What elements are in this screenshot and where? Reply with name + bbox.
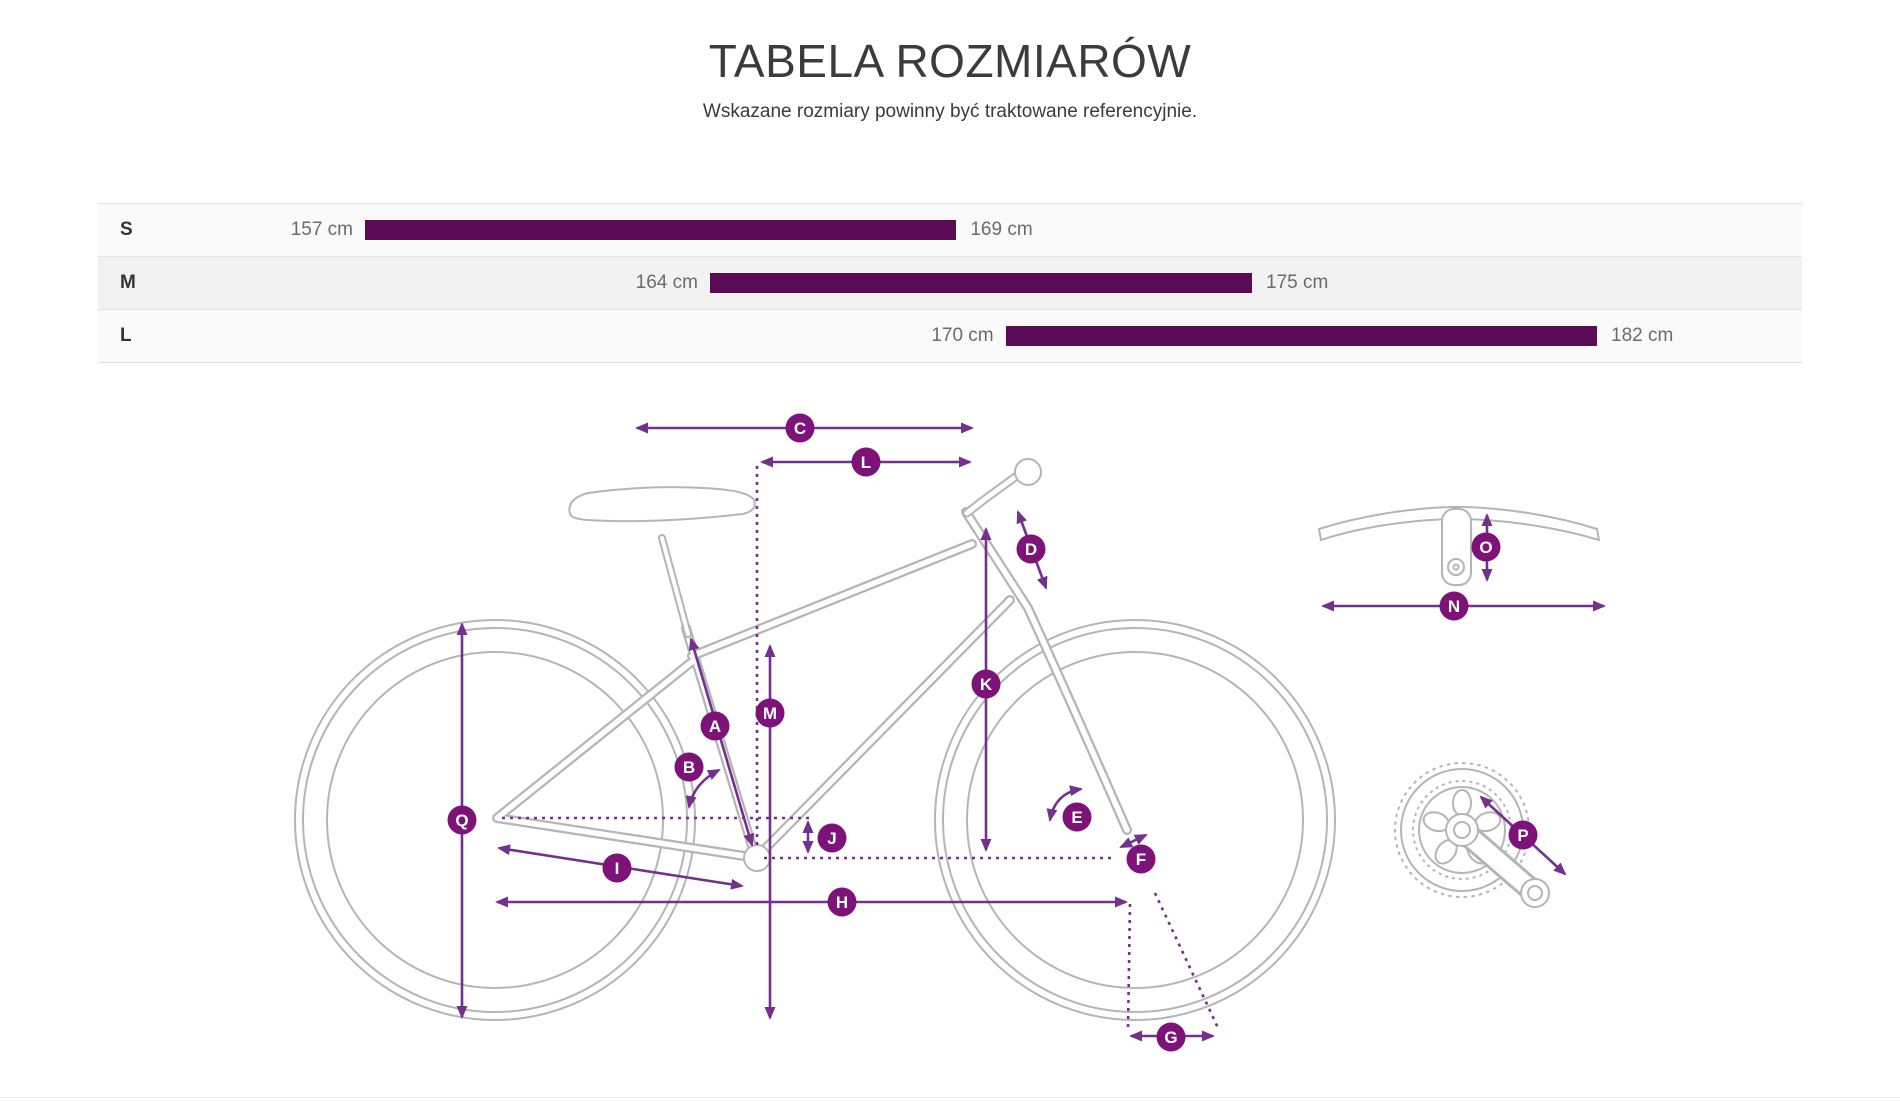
dim-badge-A: A: [700, 711, 730, 741]
size-m-range-bar: [709, 273, 1253, 293]
size-label-m: M: [120, 272, 136, 293]
svg-text:K: K: [980, 675, 993, 694]
svg-text:N: N: [1448, 597, 1460, 616]
dim-badge-Q: Q: [447, 805, 477, 835]
dim-badge-K: K: [971, 669, 1001, 699]
size-row-m: M 164 cm 175 cm: [98, 257, 1802, 310]
rear-wheel: [294, 619, 696, 1021]
dim-badge-M: M: [755, 698, 785, 728]
size-l-range-bar: [1005, 326, 1597, 346]
size-l-max-value: 182 cm: [1611, 325, 1674, 346]
dimension-badges: A B C D E F G H I J K L M N O P Q: [447, 413, 1538, 1052]
size-label-l: L: [120, 325, 132, 346]
handlebar-shape: [1318, 506, 1600, 541]
dim-badge-C: C: [785, 413, 815, 443]
size-l-min-value: 170 cm: [931, 325, 994, 346]
svg-text:G: G: [1164, 1028, 1177, 1047]
page-subtitle: Wskazane rozmiary powinny być traktowane…: [702, 101, 1198, 122]
size-m-min-value: 164 cm: [635, 272, 698, 293]
dim-badge-I: I: [602, 853, 632, 883]
front-wheel: [934, 619, 1336, 1021]
size-s-max-value: 169 cm: [970, 219, 1033, 240]
size-row-l: L 170 cm 182 cm: [98, 310, 1802, 363]
size-row-s: S 157 cm 169 cm: [98, 204, 1802, 257]
svg-text:P: P: [1517, 826, 1528, 845]
dim-badge-P: P: [1508, 820, 1538, 850]
seatpost: [658, 534, 692, 638]
handlebar-grip: [1014, 458, 1042, 486]
svg-text:J: J: [827, 829, 836, 848]
dim-badge-J: J: [817, 823, 847, 853]
page-title: TABELA ROZMIARÓW: [708, 35, 1192, 87]
dim-badge-H: H: [827, 887, 857, 917]
svg-text:F: F: [1136, 850, 1146, 869]
svg-text:E: E: [1071, 808, 1082, 827]
svg-text:L: L: [861, 453, 871, 472]
svg-text:I: I: [615, 859, 620, 878]
size-s-min-value: 157 cm: [290, 219, 353, 240]
dim-badge-O: O: [1471, 532, 1501, 562]
svg-text:C: C: [794, 419, 806, 438]
svg-text:A: A: [709, 717, 721, 736]
svg-text:B: B: [683, 758, 695, 777]
bike-line-art: [294, 458, 1336, 1021]
section-divider: [0, 1097, 1900, 1098]
dim-badge-B: B: [674, 752, 704, 782]
stem-clamp: [1441, 508, 1472, 586]
dim-badge-L: L: [851, 447, 881, 477]
svg-text:M: M: [763, 704, 777, 723]
front-axle-vertical-dashed-line: [1126, 903, 1132, 1030]
svg-text:D: D: [1025, 540, 1037, 559]
stem: [962, 458, 1042, 518]
dim-arc-B: [685, 768, 721, 809]
pedal-hole: [1520, 878, 1550, 908]
reference-dashed-lines: [502, 466, 1221, 1031]
size-label-s: S: [120, 219, 133, 240]
saddle: [568, 486, 756, 523]
svg-text:H: H: [836, 893, 848, 912]
handlebar-top-view: [1318, 506, 1600, 586]
dim-arc-E: [1046, 785, 1083, 822]
dim-arrow-A: [688, 637, 755, 847]
svg-text:Q: Q: [455, 811, 468, 830]
dim-badge-G: G: [1156, 1022, 1186, 1052]
steering-axis-dashed-line: [1153, 892, 1221, 1031]
size-m-max-value: 175 cm: [1266, 272, 1329, 293]
dim-badge-N: N: [1439, 591, 1469, 621]
frame-tubes: [492, 507, 1132, 863]
svg-text:O: O: [1479, 538, 1492, 557]
dim-arrow-F: [1119, 833, 1148, 849]
size-table: S 157 cm 169 cm M 164 cm 175 cm L 170 cm…: [98, 203, 1802, 363]
dim-badge-D: D: [1016, 534, 1046, 564]
dim-badge-F: F: [1126, 844, 1156, 874]
dim-badge-E: E: [1062, 802, 1092, 832]
size-s-range-bar: [365, 220, 957, 240]
stem-bolt: [1447, 558, 1465, 576]
